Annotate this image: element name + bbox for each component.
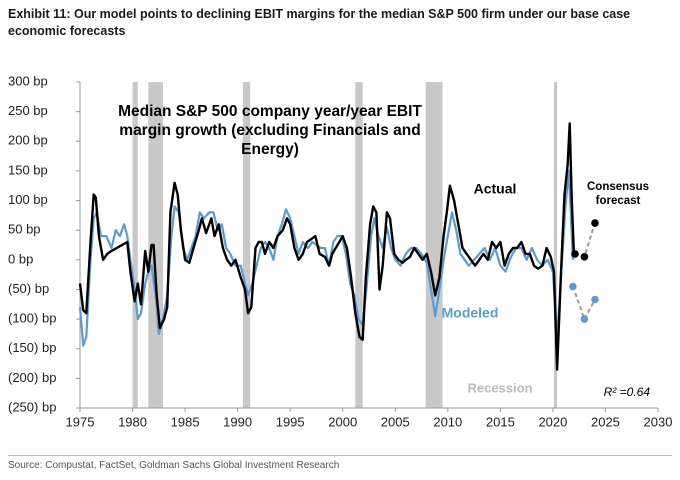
r-squared: R² =0.64 — [604, 385, 651, 399]
y-tick-label: (100) bp — [8, 311, 56, 326]
recession-band — [132, 82, 138, 408]
recession-band — [425, 82, 443, 408]
y-tick-label: 300 bp — [8, 73, 48, 88]
y-tick-label: 250 bp — [8, 103, 48, 118]
y-tick-label: (150) bp — [8, 340, 56, 355]
forecast-dot — [580, 253, 589, 261]
forecast-connector — [571, 286, 596, 322]
x-tick-label: 1980 — [118, 414, 147, 429]
y-tick-label: (50) bp — [8, 281, 49, 296]
x-tick-label: 2030 — [644, 414, 673, 429]
forecast-dot — [591, 219, 599, 227]
source-note: Source: Compustat, FactSet, Goldman Sach… — [8, 460, 340, 471]
recession-band — [242, 82, 251, 408]
x-tick-label: 2020 — [538, 414, 567, 429]
forecast-dot — [571, 250, 579, 258]
x-tick-label: 1985 — [171, 414, 200, 429]
recession-band — [553, 82, 558, 408]
x-tick-label: 1995 — [276, 414, 305, 429]
series-line — [78, 169, 574, 347]
x-tick-label: 2005 — [381, 414, 410, 429]
x-tick-label: 2000 — [328, 414, 357, 429]
y-tick-label: (200) bp — [8, 370, 56, 385]
y-tick-label: (250) bp — [8, 399, 56, 414]
x-tick-label: 1975 — [66, 414, 95, 429]
y-tick-label: 0 bp — [8, 251, 33, 266]
x-tick-label: 2025 — [591, 414, 620, 429]
series-label: Actual — [474, 181, 517, 197]
x-tick-label: 1990 — [223, 414, 252, 429]
y-tick-label: 100 bp — [8, 192, 48, 207]
series-line — [78, 122, 576, 371]
y-tick-label: 150 bp — [8, 162, 48, 177]
exhibit-title: Exhibit 11: Our model points to declinin… — [8, 7, 631, 38]
recession-label: Recession — [467, 380, 532, 395]
y-tick-label: 200 bp — [8, 133, 48, 148]
chart-title: Median S&P 500 company year/year EBIT ma… — [118, 103, 422, 158]
forecast-dot — [569, 282, 577, 291]
forecast-dot — [580, 315, 589, 323]
x-tick-label: 2010 — [433, 414, 462, 429]
divider — [8, 455, 672, 456]
x-tick-label: 2015 — [486, 414, 515, 429]
recession-band — [355, 82, 363, 408]
y-tick-label: 50 bp — [8, 222, 41, 237]
forecast-dot — [591, 295, 599, 304]
series-label: Modeled — [442, 305, 499, 321]
series-label: Consensus forecast — [587, 181, 649, 207]
